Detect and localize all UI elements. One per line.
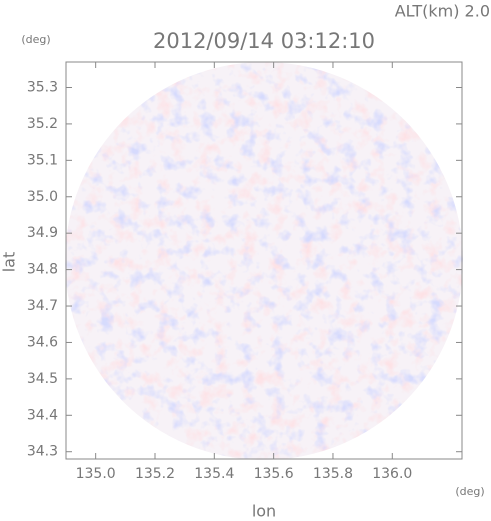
- chart-title: 2012/09/14 03:12:10: [153, 29, 375, 53]
- x-tick-label: 135.2: [135, 466, 175, 482]
- y-tick-label: 34.3: [27, 444, 58, 460]
- y-tick-label: 34.6: [27, 334, 58, 350]
- x-tick-label: 135.0: [76, 466, 116, 482]
- plot-frame: [65, 61, 463, 460]
- y-tick-label: 34.8: [27, 262, 58, 278]
- y-tick-label: 35.3: [27, 79, 58, 95]
- y-tick-label: 34.9: [27, 225, 58, 241]
- annotation: ALT(km) 2.0: [395, 2, 490, 21]
- y-tick-label: 35.1: [27, 152, 58, 168]
- y-tick-label: 34.7: [27, 298, 58, 314]
- y-tick-label: 34.4: [27, 407, 58, 423]
- y-tick-label: 35.2: [27, 116, 58, 132]
- x-tick-label: 135.4: [194, 466, 234, 482]
- y-tick-label: 35.0: [27, 189, 58, 205]
- x-tick-label: 136.0: [372, 466, 412, 482]
- x-tick-label: 135.6: [254, 466, 294, 482]
- x-axis-label: lon: [252, 502, 276, 521]
- x-tick-label: 135.8: [313, 466, 353, 482]
- radar-echo: [65, 62, 463, 460]
- y-unit: (deg): [21, 33, 50, 46]
- y-tick-label: 34.5: [27, 371, 58, 387]
- x-unit: (deg): [455, 485, 484, 498]
- y-axis-label: lat: [0, 252, 19, 273]
